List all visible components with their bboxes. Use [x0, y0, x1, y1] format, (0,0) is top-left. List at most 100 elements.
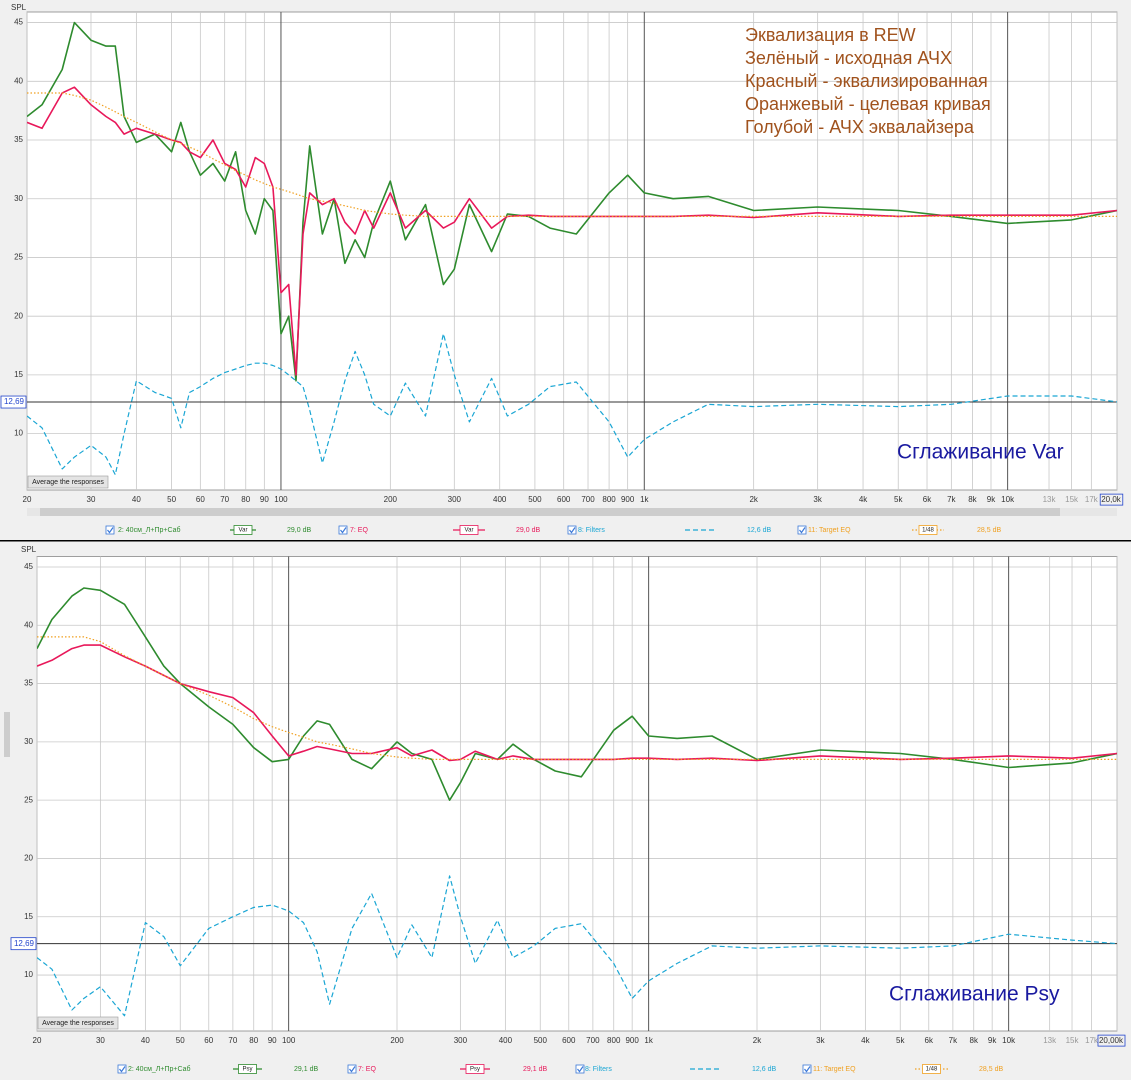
legend-name[interactable]: 8: Filters [578, 527, 605, 534]
average-button[interactable] [37, 1016, 119, 1030]
x-tick-label: 600 [562, 1036, 576, 1045]
x-tick-label: 90 [268, 1036, 277, 1045]
x-tick-label: 100 [274, 495, 288, 504]
x-tick-label: 20,0k [1101, 495, 1122, 504]
y-tick-label: 20 [24, 854, 33, 863]
y-tick-label: 10 [24, 970, 33, 979]
y-axis-label: SPL [11, 3, 27, 12]
legend-smoothing: 1/48 [926, 1067, 938, 1073]
x-tick-label: 50 [176, 1036, 185, 1045]
legend-check [349, 1066, 356, 1073]
legend-check [804, 1066, 811, 1073]
series-line [37, 644, 1117, 762]
x-tick-label: 9k [988, 1036, 997, 1045]
x-tick-label: 800 [602, 495, 616, 504]
legend-smoothing: Var [239, 528, 248, 534]
y-tick-label: 25 [14, 253, 23, 262]
legend-checkbox[interactable] [338, 525, 348, 535]
legend-name[interactable]: 7: EQ [350, 527, 368, 534]
x-tick-label: 90 [260, 495, 269, 504]
legend-check [107, 527, 114, 534]
x-tick-label: 3k [816, 1036, 825, 1045]
x-tick-label: 1k [644, 1036, 653, 1045]
x-tick-label: 3k [813, 495, 822, 504]
x-tick-label: 4k [859, 495, 868, 504]
legend-smoothing-box [233, 525, 253, 535]
legend-level: 29,0 dB [516, 527, 540, 534]
x-tick-label: 6k [923, 495, 932, 504]
y-tick-label: 20 [14, 311, 23, 320]
scrollbar-thumb[interactable] [40, 508, 1060, 516]
y-tick-label: 40 [24, 620, 33, 629]
x-tick-label: 500 [534, 1036, 548, 1045]
y-tick-label: 25 [24, 795, 33, 804]
legend-level: 29,0 dB [287, 527, 311, 534]
marker-box [10, 937, 37, 951]
legend-check [340, 527, 347, 534]
average-button[interactable] [27, 475, 109, 489]
legend-checkbox[interactable] [347, 1064, 357, 1074]
series-line [27, 333, 1117, 476]
x-tick-label: 400 [493, 495, 507, 504]
scrollbar[interactable] [4, 712, 10, 757]
x-tick-label: 6k [925, 1036, 934, 1045]
legend-checkbox[interactable] [575, 1064, 585, 1074]
x-tick-label: 2k [749, 495, 758, 504]
x-tick-label: 20 [23, 495, 32, 504]
x-tick-label: 600 [557, 495, 571, 504]
legend-name[interactable]: 7: EQ [358, 1066, 376, 1073]
y-tick-label: 15 [24, 912, 33, 921]
x-tick-box [1099, 493, 1124, 506]
legend-smoothing-box [238, 1064, 257, 1074]
legend-level: 29,1 dB [294, 1066, 318, 1073]
legend-checkbox[interactable] [567, 525, 577, 535]
x-tick-label: 13k [1043, 495, 1057, 504]
annotation: Голубой - АЧХ эквалайзера [745, 117, 975, 137]
annotation: Эквализация в REW [745, 25, 916, 45]
legend-name[interactable]: 2: 40см_Л+Пр+Саб [128, 1065, 191, 1073]
x-tick-label: 60 [204, 1036, 213, 1045]
x-tick-label: 7k [947, 495, 956, 504]
y-tick-label: 15 [14, 370, 23, 379]
x-tick-label: 10k [1002, 1036, 1016, 1045]
legend-checkbox[interactable] [802, 1064, 812, 1074]
legend-checkbox[interactable] [117, 1064, 127, 1074]
legend-smoothing: Psy [242, 1067, 252, 1073]
x-tick-label: 7k [949, 1036, 958, 1045]
y-axis-label: SPL [21, 545, 37, 554]
x-tick-label: 500 [528, 495, 542, 504]
legend-checkbox[interactable] [105, 525, 115, 535]
annotation: Зелёный - исходная АЧХ [745, 48, 952, 68]
legend-level: 12,6 dB [752, 1066, 776, 1073]
x-tick-label: 10k [1001, 495, 1015, 504]
legend-smoothing-box [922, 1064, 941, 1074]
legend-smoothing-box [459, 525, 479, 535]
x-tick-label: 50 [167, 495, 176, 504]
legend-checkbox[interactable] [797, 525, 807, 535]
legend-check [569, 527, 576, 534]
x-tick-box [1097, 1034, 1126, 1047]
legend-name[interactable]: 8: Filters [585, 1066, 612, 1073]
x-tick-label: 15k [1066, 1036, 1080, 1045]
x-tick-label: 5k [896, 1036, 905, 1045]
legend-smoothing: Psy [470, 1067, 480, 1073]
x-tick-label: 60 [196, 495, 205, 504]
x-tick-label: 400 [499, 1036, 513, 1045]
legend-level: 12,6 dB [747, 527, 771, 534]
marker-box [0, 395, 27, 409]
series-line [37, 875, 1117, 1017]
average-button-label: Average the responses [42, 1020, 114, 1027]
x-tick-label: 200 [390, 1036, 404, 1045]
x-tick-label: 17k [1085, 495, 1099, 504]
legend-name[interactable]: 11: Target EQ [808, 527, 851, 534]
x-tick-label: 30 [87, 495, 96, 504]
legend-level: 28,5 dB [979, 1066, 1003, 1073]
x-tick-label: 70 [220, 495, 229, 504]
caption: Сглаживание Var [897, 441, 1064, 464]
x-tick-label: 80 [241, 495, 250, 504]
legend-name[interactable]: 2: 40см_Л+Пр+Саб [118, 526, 181, 534]
legend-name[interactable]: 11: Target EQ [813, 1066, 856, 1073]
annotation: Красный - эквализированная [745, 71, 988, 91]
y-tick-label: 30 [14, 194, 23, 203]
